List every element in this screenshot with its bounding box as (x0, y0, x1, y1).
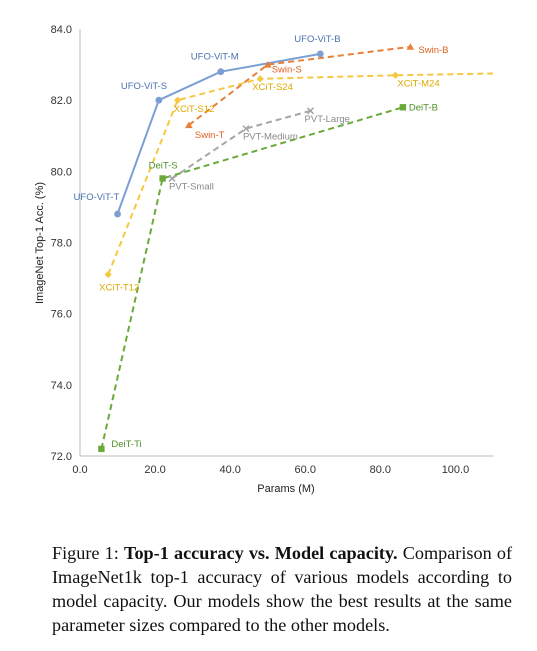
data-point-pvt-small (168, 174, 176, 182)
point-labels: UFO-ViT-T UFO-ViT-S UFO-ViT-M UFO-ViT-B XCiT… (74, 34, 449, 450)
x-axis-title: Params (M) (257, 483, 314, 495)
data-point-swin-b (406, 43, 415, 50)
point-label-ufo-vit-m: UFO-ViT-M (191, 52, 239, 63)
series-line-ufo-vit (116, 52, 321, 215)
y-tick-label: 76.0 (51, 309, 72, 321)
data-point-xcit-m24 (391, 71, 399, 79)
x-tick-label: 0.0 (72, 464, 87, 476)
point-label-swin-t: Swin-T (195, 130, 225, 141)
point-label-pvt-medium: PVT-Medium (243, 132, 298, 143)
data-point-deit-s (159, 175, 166, 182)
point-label-pvt-large: PVT-Large (305, 114, 350, 125)
caption-bold-title: Top-1 accuracy vs. Model capacity. (123, 543, 398, 563)
data-point-deit-ti (98, 445, 105, 453)
point-label-ufo-vit-s: UFO-ViT-S (121, 81, 167, 92)
point-label-ufo-vit-t: UFO-ViT-T (74, 192, 120, 203)
figure-caption: Figure 1: Top-1 accuracy vs. Model capac… (52, 541, 512, 637)
chart-axes: 0.0 20.0 40.0 60.0 80.0 100.0 72.0 74.0 76.0 78.0… (51, 24, 493, 476)
data-point-ufo-vit-t (114, 210, 121, 218)
y-axis-title: ImageNet Top-1 Acc. (%) (34, 182, 46, 304)
point-label-xcit-s12: XCiT-S12 (174, 104, 215, 115)
data-point-ufo-vit-s (155, 96, 163, 104)
data-point-swin-s (263, 60, 272, 68)
y-tick-label: 82.0 (51, 95, 72, 107)
data-point-ufo-vit-m (217, 68, 225, 76)
x-tick-label: 60.0 (295, 464, 316, 476)
data-point-deit-b (399, 104, 407, 111)
data-point-pvt-large (306, 107, 315, 115)
data-point-ufo-vit-b (316, 50, 324, 58)
y-tick-label: 72.0 (51, 451, 72, 463)
point-label-deit-b: DeiT-B (409, 102, 438, 113)
x-tick-label: 20.0 (144, 464, 165, 476)
data-point-swin-t (185, 121, 193, 129)
series-line-deit (100, 106, 404, 450)
caption-body: Comparison of ImageNet1k top-1 accuracy … (52, 543, 512, 635)
point-label-xcit-t12: XCiT-T12 (99, 283, 139, 294)
point-label-swin-b: Swin-B (418, 45, 448, 56)
accuracy-vs-params-chart: 0.0 20.0 40.0 60.0 80.0 100.0 72.0 74.0 76.0 78.0… (34, 24, 494, 495)
point-label-xcit-s24: XCiT-S24 (252, 82, 293, 93)
data-point-xcit-s24 (256, 75, 264, 83)
point-label-deit-ti: DeiT-Ti (111, 439, 141, 450)
caption-prefix: Figure 1: (52, 543, 124, 563)
x-tick-label: 80.0 (370, 464, 391, 476)
y-tick-label: 78.0 (51, 238, 72, 250)
x-tick-label: 40.0 (219, 464, 240, 476)
point-label-pvt-small: PVT-Small (169, 181, 214, 192)
data-point-xcit-s12 (174, 96, 182, 104)
series-line-pvt (171, 109, 311, 180)
series-line-swin (188, 45, 411, 126)
point-label-swin-s: Swin-S (272, 65, 302, 76)
series-markers (98, 43, 415, 453)
data-point-xcit-t12 (104, 270, 112, 279)
point-label-xcit-m24: XCiT-M24 (397, 78, 439, 89)
y-tick-label: 74.0 (51, 380, 72, 392)
y-tick-label: 80.0 (51, 166, 72, 178)
point-label-deit-s: DeiT-S (149, 160, 178, 171)
x-tick-label: 100.0 (442, 464, 470, 476)
point-label-ufo-vit-b: UFO-ViT-B (294, 34, 340, 45)
data-point-pvt-medium (242, 125, 250, 133)
y-tick-label: 84.0 (51, 24, 72, 36)
